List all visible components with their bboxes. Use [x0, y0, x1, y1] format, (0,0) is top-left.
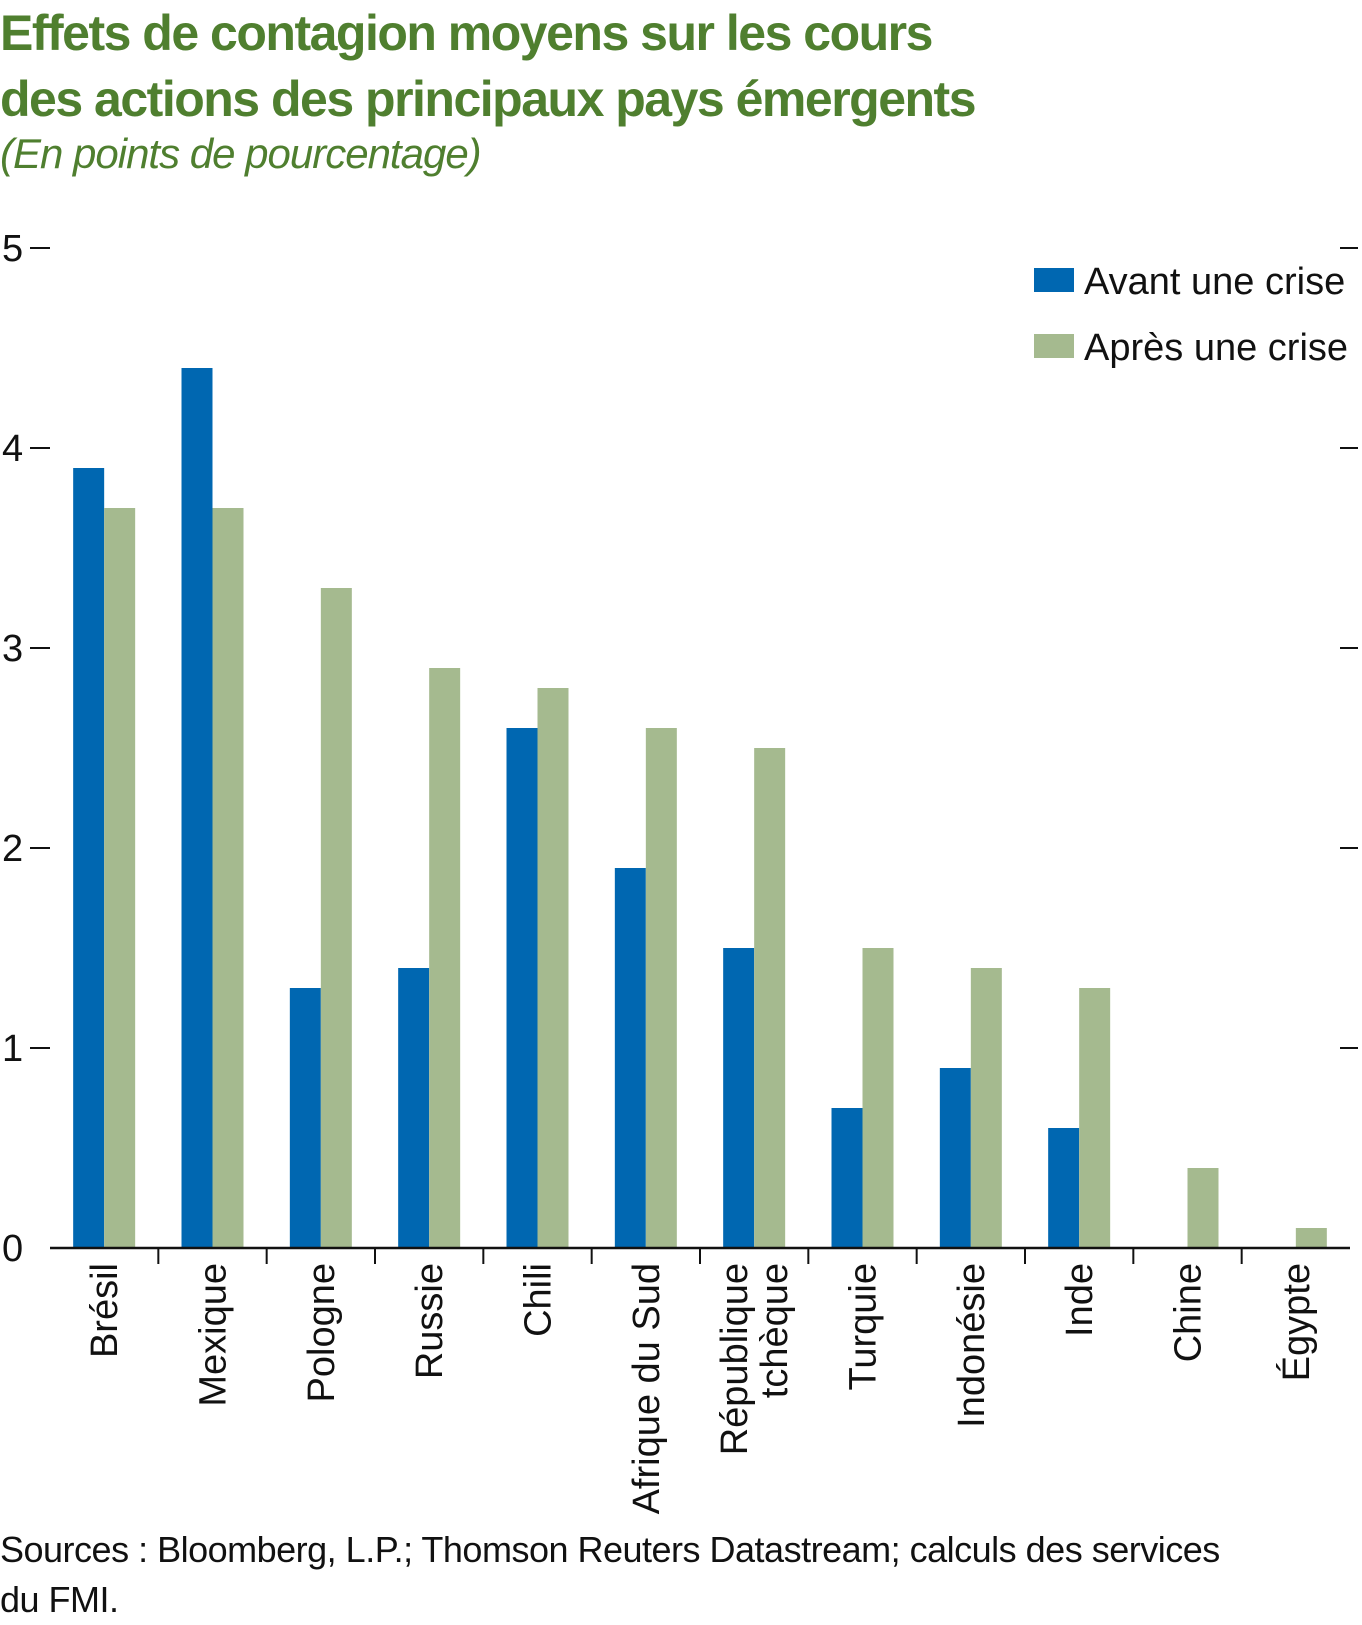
bar-apres-3	[320, 588, 352, 1248]
source-note-line-1: Sources : Bloomberg, L.P.; Thomson Reute…	[0, 1529, 1220, 1570]
bar-apres-11	[1187, 1168, 1219, 1248]
bar-apres-7	[754, 748, 786, 1248]
legend-swatch-apres	[1034, 334, 1074, 358]
bar-avant-2	[181, 368, 213, 1248]
y-tick-label-3: 3	[2, 628, 23, 670]
bar-avant-3	[289, 988, 321, 1248]
legend-label-avant: Avant une crise	[1084, 261, 1345, 303]
source-note-line-2: du FMI.	[0, 1579, 119, 1620]
y-tick-label-0: 0	[2, 1228, 23, 1270]
bar-avant-1	[73, 468, 105, 1248]
chart-subtitle: (En points de pourcentage)	[0, 130, 482, 177]
bar-apres-2	[212, 508, 244, 1248]
x-category-label-3: Pologne	[301, 1263, 343, 1402]
bar-apres-5	[537, 688, 569, 1248]
bar-chart: 0 1 2 3 4 5 Brésil Mexique Pologne Russie Chili Afr…	[2, 228, 1358, 1514]
x-category-label-1: Brésil	[84, 1263, 126, 1358]
x-category-label-10: Inde	[1059, 1263, 1101, 1337]
bar-avant-8	[831, 1108, 863, 1248]
bar-avant-5	[506, 728, 538, 1248]
x-category-label-7-line-2: tchèque	[754, 1263, 796, 1398]
bar-apres-12	[1295, 1228, 1327, 1248]
chart-title: Effets de contagion moyens sur les cours…	[0, 0, 1362, 132]
bar-avant-9	[939, 1068, 971, 1248]
x-category-label-7-line-1: République	[714, 1263, 756, 1455]
y-tick-label-1: 1	[2, 1028, 23, 1070]
x-category-label-11: Chine	[1168, 1263, 1210, 1362]
bar-apres-8	[862, 948, 894, 1248]
x-category-label-4: Russie	[409, 1263, 451, 1379]
chart-title-line-1: Effets de contagion moyens sur les cours	[0, 5, 933, 61]
bar-avant-4	[398, 968, 430, 1248]
x-category-label-9: Indonésie	[951, 1263, 993, 1428]
bar-apres-4	[429, 668, 461, 1248]
y-tick-label-4: 4	[2, 428, 23, 470]
x-category-label-5: Chili	[518, 1263, 560, 1337]
legend-label-apres: Après une crise	[1084, 327, 1348, 369]
legend-swatch-avant	[1034, 268, 1074, 292]
bar-apres-10	[1079, 988, 1111, 1248]
y-tick-label-2: 2	[2, 828, 23, 870]
bar-avant-7	[723, 948, 755, 1248]
bar-apres-1	[104, 508, 136, 1248]
x-category-label-8: Turquie	[843, 1263, 885, 1390]
bar-apres-9	[970, 968, 1002, 1248]
bar-apres-6	[645, 728, 677, 1248]
y-tick-label-5: 5	[2, 228, 23, 270]
x-category-label-2: Mexique	[193, 1263, 235, 1407]
bar-avant-6	[614, 868, 646, 1248]
x-category-label-6: Afrique du Sud	[626, 1263, 668, 1514]
x-category-label-12: Égypte	[1275, 1263, 1318, 1381]
chart-title-line-2: des actions des principaux pays émergent…	[0, 71, 977, 127]
bar-avant-10	[1048, 1128, 1080, 1248]
source-note: Sources : Bloomberg, L.P.; Thomson Reute…	[0, 1525, 1220, 1625]
